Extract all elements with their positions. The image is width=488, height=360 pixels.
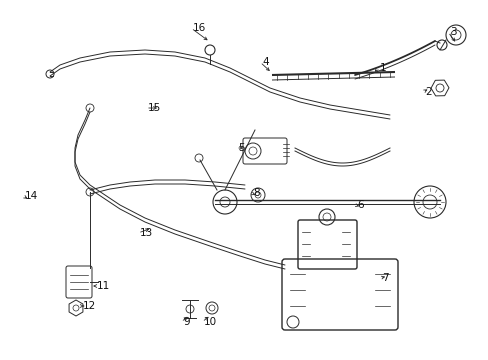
Text: 6: 6	[356, 200, 363, 210]
Text: 3: 3	[449, 27, 456, 37]
Text: 1: 1	[379, 63, 386, 73]
Text: 5: 5	[238, 143, 244, 153]
Text: 11: 11	[97, 281, 110, 291]
Text: 16: 16	[193, 23, 206, 33]
Text: 2: 2	[424, 87, 431, 97]
Text: 15: 15	[148, 103, 161, 113]
Text: 10: 10	[203, 317, 217, 327]
Text: 4: 4	[262, 57, 268, 67]
Text: 13: 13	[140, 228, 153, 238]
Text: 12: 12	[83, 301, 96, 311]
Text: 9: 9	[183, 317, 189, 327]
Text: 14: 14	[25, 191, 38, 201]
Text: 8: 8	[252, 188, 259, 198]
Text: 7: 7	[381, 273, 388, 283]
